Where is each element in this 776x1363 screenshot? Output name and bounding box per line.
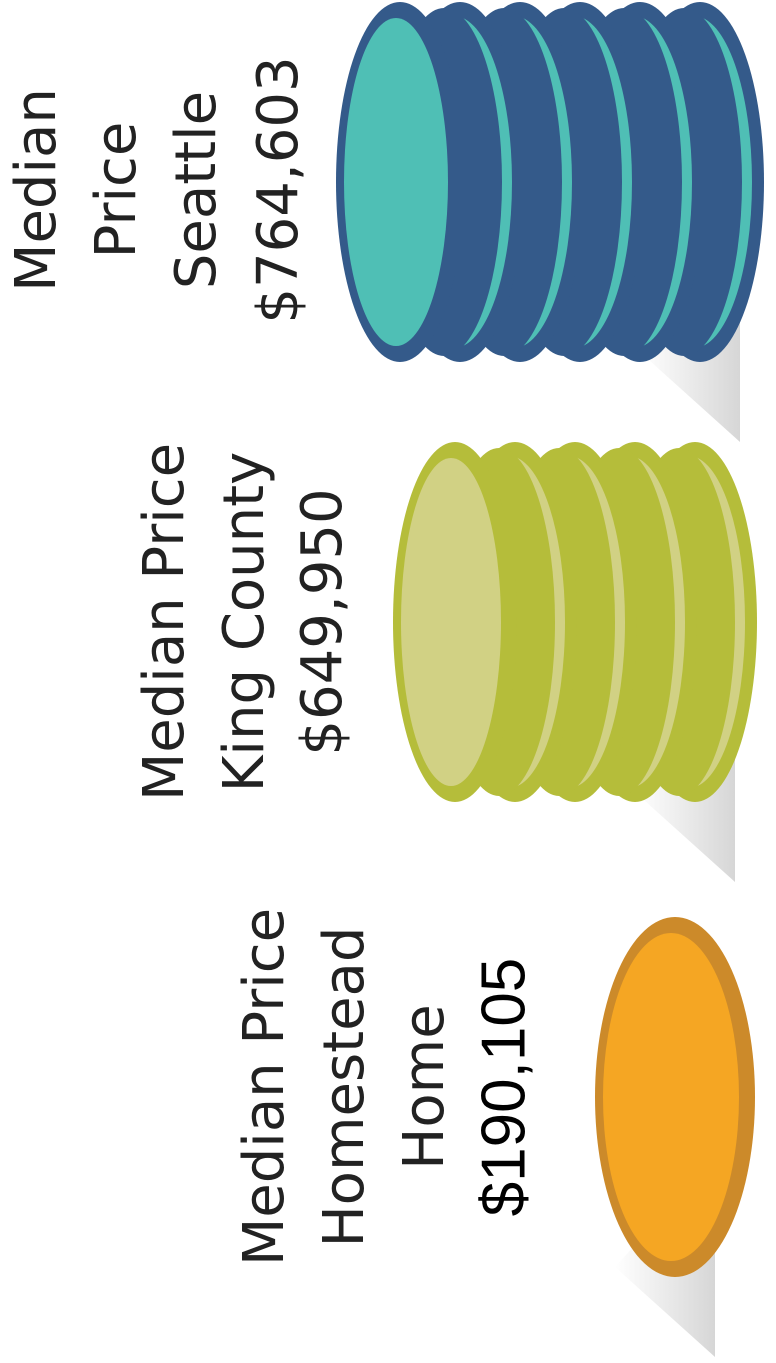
label-line: Median <box>4 88 69 292</box>
label-line: Median Price <box>232 908 297 1266</box>
label-line: Home <box>392 1004 457 1169</box>
label-line: Homestead <box>312 927 377 1248</box>
price-value: $190,105 <box>469 958 538 1217</box>
label-line: Seattle <box>164 91 229 289</box>
label-line: King County <box>212 452 277 793</box>
price-value: $649,950 <box>290 488 355 755</box>
label-line: Median Price <box>132 443 197 801</box>
price-value: $764,603 <box>246 56 311 323</box>
label-line: Price <box>84 122 149 259</box>
coin-face <box>401 458 501 786</box>
coin-face <box>603 933 739 1261</box>
coin-art <box>336 2 764 1357</box>
coin-face <box>344 18 448 346</box>
